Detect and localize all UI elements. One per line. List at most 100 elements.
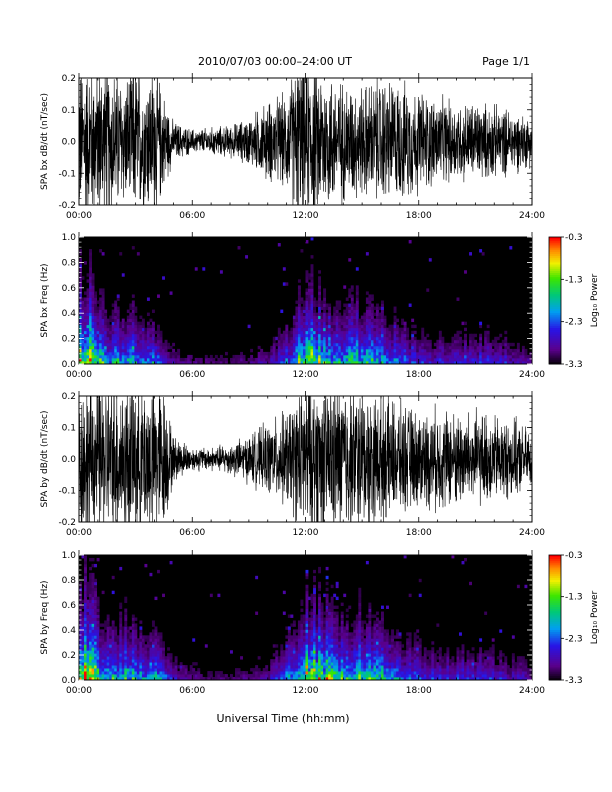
spectrogram-cell (370, 674, 374, 678)
spectrogram-cell (287, 339, 291, 344)
spectrogram-cell (182, 357, 186, 362)
spectrogram-cell (360, 342, 364, 347)
spectrogram-cell (86, 671, 90, 675)
spectrogram-cell (408, 351, 412, 356)
spectrogram-cell (368, 665, 372, 669)
spectrogram-cell (378, 632, 382, 636)
spectrogram-cell (358, 602, 362, 606)
spectrogram-cell (451, 555, 455, 559)
spectrogram-cell (393, 330, 397, 335)
spectrogram-cell (453, 342, 457, 347)
spectrogram-cell (325, 348, 329, 353)
spectrogram-cell (219, 677, 223, 680)
spectrogram-cell (89, 348, 92, 353)
spectrogram-cell (381, 312, 384, 317)
spectrogram-cell (355, 324, 359, 329)
spectrogram-cell (459, 330, 462, 335)
spectrogram-cell (232, 357, 236, 362)
spectrogram-cell (383, 348, 387, 353)
spectrogram-cell (136, 665, 140, 669)
spectrogram-cell (453, 354, 457, 359)
spectrogram-cell (375, 650, 379, 654)
spectrogram-cell (275, 336, 279, 341)
spectrogram-cell (355, 614, 359, 618)
spectrogram-cell (182, 360, 186, 364)
spectrogram-cell (413, 351, 417, 356)
spectrogram-cell (91, 593, 95, 598)
spectrogram-cell (305, 626, 309, 630)
spectrogram-cell (89, 309, 92, 313)
spectrogram-cell (167, 668, 170, 672)
spectrogram-cell (411, 330, 415, 335)
spectrogram-cell (197, 357, 201, 362)
spectrogram-cell (411, 339, 415, 344)
spectrogram-cell (481, 668, 485, 672)
spectrogram-cell (109, 315, 113, 320)
spectrogram-cell (114, 629, 118, 633)
spectrogram-cell (459, 342, 462, 347)
spectrogram-cell (149, 348, 153, 353)
spectrogram-cell (119, 641, 123, 645)
spectrogram-cell (146, 677, 150, 680)
spectrogram-cell (126, 324, 130, 329)
spectrogram-cell (89, 614, 92, 618)
spectrogram-cell (464, 557, 467, 562)
spectrogram-cell (381, 650, 384, 654)
spectrogram-cell (358, 641, 362, 645)
spectrogram-cell (345, 659, 349, 663)
spectrogram-cell (330, 617, 334, 621)
spectrogram-cell (149, 662, 153, 666)
spectrogram-cell (84, 261, 87, 265)
spectrogram-cell (378, 330, 382, 335)
spectrogram-cell (471, 339, 475, 344)
spectrogram-cell (126, 354, 130, 359)
spectrogram-cell (106, 638, 110, 642)
spectrogram-cell (345, 668, 349, 672)
spectrogram-cell (245, 671, 249, 675)
spectrogram-cell (413, 360, 417, 364)
spectrogram-cell (134, 635, 138, 639)
spectrogram-cell (504, 345, 508, 350)
spectrogram-cell (381, 336, 384, 341)
spectrogram-cell (313, 605, 316, 609)
spectrogram-cell (408, 674, 412, 678)
spectrogram-cell (277, 357, 281, 362)
spectrogram-cell (330, 629, 334, 633)
spectrogram-cell (131, 318, 135, 323)
spectrogram-cell (302, 348, 306, 353)
spectrogram-cell (162, 653, 165, 657)
spectrogram-cell (421, 342, 425, 347)
spectrogram-cell (358, 617, 362, 621)
colorbar-cell (549, 243, 561, 246)
spectrogram-cell (355, 303, 359, 307)
spectrogram-cell (381, 674, 384, 678)
spectrogram-cell (305, 656, 309, 660)
spectrogram-cell (129, 662, 133, 666)
spectrogram-cell (146, 650, 150, 654)
spectrogram-cell (290, 333, 294, 338)
spectrogram-cell (292, 351, 296, 356)
spectrogram-cell (141, 653, 145, 657)
spectrogram-cell (81, 297, 85, 301)
spectrogram-cell (340, 641, 344, 645)
spectrogram-cell (360, 656, 364, 660)
spectrogram-cell (96, 318, 100, 323)
spectrogram-cell (403, 330, 407, 335)
spectrogram-cell (330, 342, 334, 347)
spectrogram-cell (297, 336, 301, 341)
spectrogram-cell (131, 638, 135, 642)
spectrogram-cell (121, 273, 125, 277)
spectrogram-cell (373, 324, 377, 329)
spectrogram-cell (104, 312, 108, 317)
spectrogram-cell (79, 258, 82, 262)
spectrogram-cell (469, 342, 472, 347)
spectrogram-cell (129, 659, 133, 663)
spectrogram-cell (157, 333, 160, 338)
spectrogram-cell (154, 336, 158, 341)
spectrogram-cell (305, 572, 309, 577)
spectrogram-cell (86, 653, 90, 657)
spectrogram-cell (114, 641, 118, 645)
spectrogram-cell (159, 665, 163, 669)
spectrogram-cell (96, 312, 100, 317)
spectrogram-cell (355, 321, 359, 326)
